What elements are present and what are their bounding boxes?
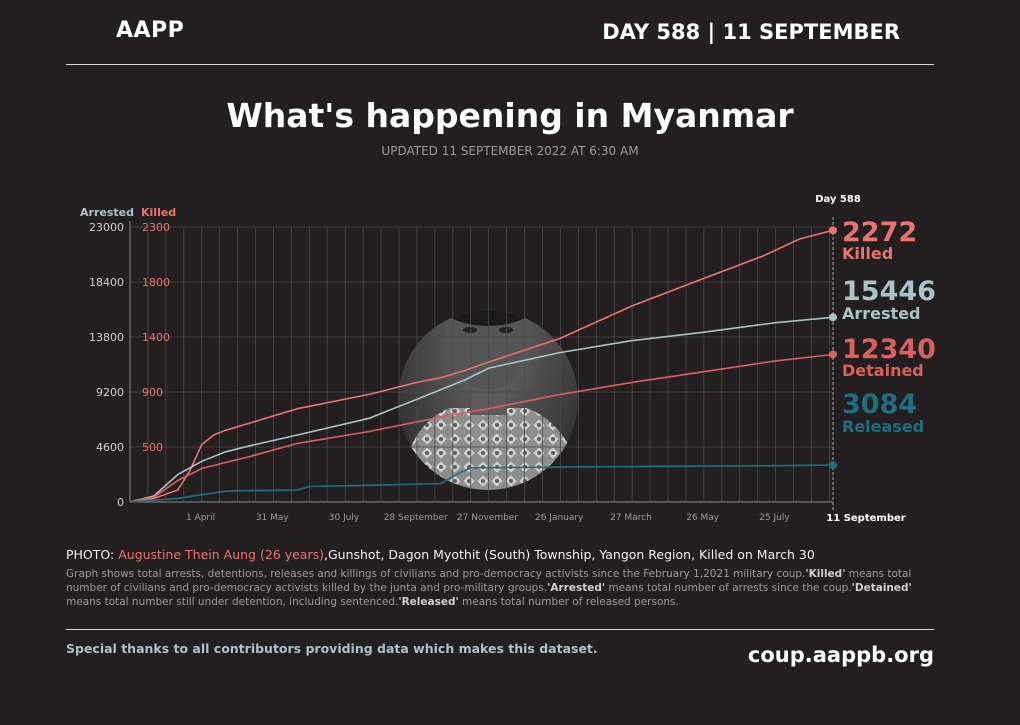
y-tick-label-arrested: 23000 [89, 221, 124, 234]
day-counter: DAY 588 | 11 SEPTEMBER [602, 20, 900, 44]
series-end-dot-released [829, 461, 837, 470]
victim-name: Augustine Thein Aung (26 years) [118, 547, 324, 562]
footer-divider [66, 629, 934, 630]
desc-text-1: Graph shows total arrests, detentions, r… [66, 568, 806, 580]
timeline-chart: Arrested Killed 0 4600 9200 13800 18400 23000 50… [80, 194, 936, 524]
desc-term-released: 'Released' [398, 596, 459, 608]
desc-text-2: means total number of civilians and pro-… [66, 568, 912, 594]
series-end-dot-killed [829, 226, 837, 235]
right-axis-title: Killed [141, 206, 176, 219]
x-tick-label: 28 September [384, 513, 448, 523]
day-marker-label: Day 588 [815, 194, 861, 205]
series-name-label-arrested: Arrested [842, 304, 921, 323]
victim-photo [398, 310, 578, 490]
series-final-value-arrested: 15446 [842, 276, 936, 307]
series-name-label-detained: Detained [842, 361, 924, 380]
chart-grid [130, 226, 833, 503]
series-final-value-killed: 2272 [842, 217, 917, 248]
y-tick-label-arrested: 0 [117, 496, 124, 509]
y-tick-label-killed: 2300 [142, 221, 170, 234]
thanks-note: Special thanks to all contributors provi… [66, 641, 598, 656]
series-end-dot-arrested [829, 313, 837, 322]
series-final-value-released: 3084 [842, 389, 917, 420]
series-line-arrested [129, 316, 834, 503]
left-axis-title: Arrested [80, 206, 134, 219]
photo-caption-prefix: PHOTO: [66, 547, 119, 562]
x-tick-label: 30 July [329, 513, 360, 523]
page-title: What's happening in Myanmar [226, 96, 794, 135]
desc-text-3: means total number of arrests since the … [605, 582, 852, 594]
x-end-label: 11 September [826, 513, 905, 524]
y-tick-label-arrested: 18400 [89, 276, 124, 289]
x-tick-label: 27 March [610, 513, 652, 523]
y-tick-label-arrested: 9200 [96, 386, 124, 399]
desc-term-arrested: 'Arrested' [547, 582, 606, 594]
series-name-label-released: Released [842, 417, 924, 436]
series-line-released [129, 464, 834, 503]
website-link[interactable]: coup.aappb.org [747, 643, 934, 667]
series-final-value-detained: 12340 [842, 334, 936, 365]
x-tick-label: 25 July [759, 513, 790, 523]
desc-term-detained: 'Detained' [851, 582, 912, 594]
x-tick-label: 26 January [535, 513, 584, 523]
y-tick-label-killed: 1400 [142, 331, 170, 344]
header-divider [66, 64, 934, 65]
x-tick-label: 1 April [186, 513, 215, 523]
x-tick-label: 31 May [256, 513, 290, 523]
updated-timestamp: UPDATED 11 SEPTEMBER 2022 AT 6:30 AM [381, 144, 639, 158]
series-line-detained [129, 353, 834, 503]
y-tick-label-killed: 1800 [142, 276, 170, 289]
x-tick-label: 26 May [686, 513, 720, 523]
y-tick-label-arrested: 4600 [96, 441, 124, 454]
desc-term-killed: 'Killed' [805, 568, 846, 580]
chart-series [129, 226, 837, 503]
y-tick-label-killed: 900 [142, 386, 163, 399]
y-tick-label-killed: 500 [142, 441, 163, 454]
x-tick-label: 27 November [457, 513, 518, 523]
desc-text-5: means total number of released persons. [458, 596, 679, 608]
photo-caption: PHOTO: Augustine Thein Aung (26 years),G… [66, 547, 936, 562]
aapp-logo: AAPP [116, 18, 185, 43]
chart-axes: Arrested Killed 0 4600 9200 13800 18400 23000 50… [80, 194, 906, 524]
chart-description: Graph shows total arrests, detentions, r… [66, 567, 916, 609]
photo-caption-details: ,Gunshot, Dagon Myothit (South) Township… [323, 547, 815, 562]
series-name-label-killed: Killed [842, 244, 893, 263]
series-end-dot-detained [829, 350, 837, 359]
desc-text-4: means total number still under detention… [66, 596, 399, 608]
y-tick-label-arrested: 13800 [89, 331, 124, 344]
